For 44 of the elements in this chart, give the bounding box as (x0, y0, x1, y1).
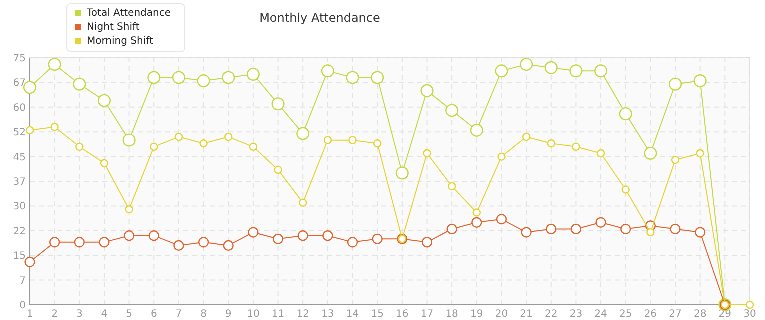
y-tick-label: 67 (13, 78, 26, 90)
legend-label: Total Attendance (86, 8, 171, 19)
x-tick-label: 12 (296, 309, 310, 320)
y-tick-label: 45 (13, 152, 26, 164)
x-tick-label: 28 (694, 309, 707, 320)
y-tick-label: 75 (13, 54, 26, 64)
x-tick-label: 11 (272, 309, 285, 320)
x-tick-label: 30 (744, 309, 756, 320)
x-tick-label: 14 (346, 309, 360, 320)
x-tick-label: 10 (247, 309, 260, 320)
y-tick-label: 22 (13, 226, 26, 238)
y-tick-label: 0 (20, 300, 26, 312)
x-tick-label: 20 (495, 309, 508, 320)
legend-label: Morning Shift (87, 36, 154, 47)
x-tick-label: 2 (52, 309, 58, 320)
x-tick-label: 23 (570, 309, 583, 320)
x-tick-label: 21 (520, 309, 533, 320)
x-tick-label: 13 (322, 309, 334, 320)
x-tick-label: 15 (371, 309, 384, 320)
x-tick-label: 9 (225, 309, 232, 320)
y-tick-label: 30 (13, 202, 26, 213)
y-tick-label: 37 (13, 177, 26, 188)
x-tick-label: 17 (420, 309, 434, 320)
y-tick-label: 52 (13, 128, 26, 139)
chart-title: Monthly Attendance (260, 11, 380, 25)
legend-label: Night Shift (87, 22, 140, 33)
x-tick-label: 27 (669, 309, 682, 320)
x-tick-label: 3 (76, 309, 83, 320)
x-tick-label: 26 (644, 309, 658, 320)
x-tick-label: 18 (446, 309, 458, 320)
x-tick-label: 22 (545, 309, 558, 320)
x-tick-label: 7 (176, 309, 182, 320)
x-tick-label: 1 (26, 309, 34, 320)
x-tick-label: 16 (396, 309, 409, 320)
x-tick-label: 6 (150, 309, 158, 320)
x-tick-label: 4 (101, 309, 108, 320)
x-tick-label: 8 (200, 309, 207, 320)
x-tick-label: 5 (126, 309, 132, 320)
y-tick-label: 15 (13, 251, 26, 262)
x-tick-label: 19 (470, 309, 484, 320)
y-tick-label: 7 (20, 276, 26, 287)
y-tick-label: 60 (13, 102, 26, 114)
x-tick-label: 25 (619, 309, 632, 320)
x-tick-label: 24 (594, 309, 608, 320)
